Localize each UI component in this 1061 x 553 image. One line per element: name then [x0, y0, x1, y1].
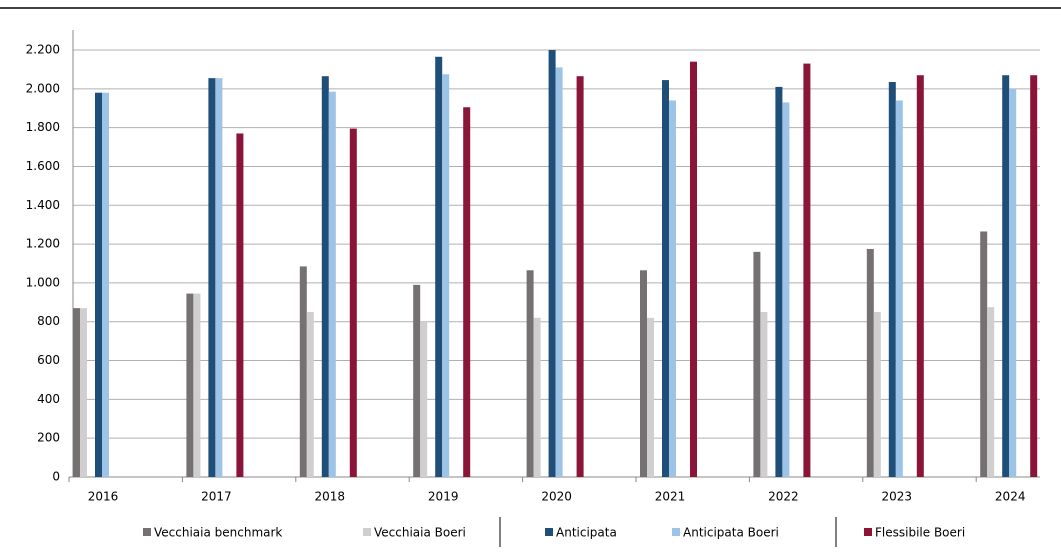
x-tick-label: 2023 — [882, 490, 913, 504]
x-tick-label: 2017 — [201, 490, 232, 504]
bar — [95, 92, 102, 477]
bar — [888, 82, 896, 478]
x-tick-label: 2024 — [995, 490, 1026, 504]
bar — [640, 270, 647, 477]
y-tick-label: 800 — [37, 314, 60, 328]
bar — [753, 251, 761, 477]
legend-swatch — [143, 528, 151, 536]
legend-label: Vecchiaia Boeri — [374, 526, 466, 540]
bar — [866, 248, 874, 477]
legend-label: Flessibile Boeri — [875, 526, 965, 540]
bar — [463, 107, 471, 477]
bar — [349, 128, 357, 477]
bar — [980, 231, 988, 477]
y-tick-label: 1.200 — [26, 237, 60, 251]
bar — [576, 76, 584, 477]
legend-label: Anticipata — [556, 526, 617, 540]
bar — [526, 270, 534, 477]
bar — [916, 75, 924, 478]
bar — [215, 78, 223, 477]
bar — [442, 74, 450, 478]
bar — [987, 307, 995, 477]
bar — [803, 63, 811, 477]
bar — [1009, 88, 1017, 478]
y-tick-label: 400 — [37, 392, 60, 406]
bar — [80, 308, 87, 477]
legend-label: Anticipata Boeri — [683, 526, 779, 540]
bar — [413, 284, 421, 477]
bar — [420, 321, 428, 477]
y-tick-label: 0 — [52, 470, 60, 484]
y-tick-label: 2.000 — [26, 81, 60, 95]
x-tick-label: 2021 — [655, 490, 686, 504]
legend-label: Vecchiaia benchmark — [154, 526, 282, 540]
bar — [548, 50, 556, 477]
bar — [669, 100, 676, 478]
legend-swatch — [363, 528, 371, 536]
bar — [102, 92, 109, 477]
bar — [306, 312, 314, 477]
y-tick-label: 1.600 — [26, 159, 60, 173]
bar — [236, 133, 244, 477]
bar — [1030, 75, 1038, 478]
legend-swatch — [672, 528, 680, 536]
y-tick-label: 200 — [37, 431, 60, 445]
bar — [895, 100, 903, 478]
x-tick-label: 2018 — [315, 490, 346, 504]
bar — [555, 67, 563, 477]
bar — [193, 293, 201, 477]
legend-swatch — [864, 528, 872, 536]
bar — [1002, 75, 1010, 478]
bar — [208, 78, 216, 477]
bar — [647, 317, 654, 477]
bar — [760, 312, 768, 477]
bar — [186, 293, 194, 477]
y-tick-label: 1.400 — [26, 198, 60, 212]
x-tick-label: 2019 — [428, 490, 459, 504]
bar — [321, 76, 329, 477]
y-tick-label: 1.000 — [26, 275, 60, 289]
x-tick-label: 2016 — [88, 490, 119, 504]
bar — [73, 308, 80, 477]
legend-swatch — [545, 528, 553, 536]
bar — [690, 61, 697, 478]
bar — [328, 91, 336, 477]
bar — [435, 56, 443, 477]
y-tick-label: 1.800 — [26, 120, 60, 134]
bar — [533, 317, 541, 477]
bar — [299, 266, 307, 477]
bar — [662, 80, 669, 477]
x-tick-label: 2022 — [768, 490, 799, 504]
x-tick-label: 2020 — [541, 490, 572, 504]
y-tick-label: 2.200 — [26, 43, 60, 57]
bar — [873, 312, 881, 477]
y-tick-label: 600 — [37, 353, 60, 367]
bar — [775, 86, 783, 478]
bar — [782, 102, 790, 478]
